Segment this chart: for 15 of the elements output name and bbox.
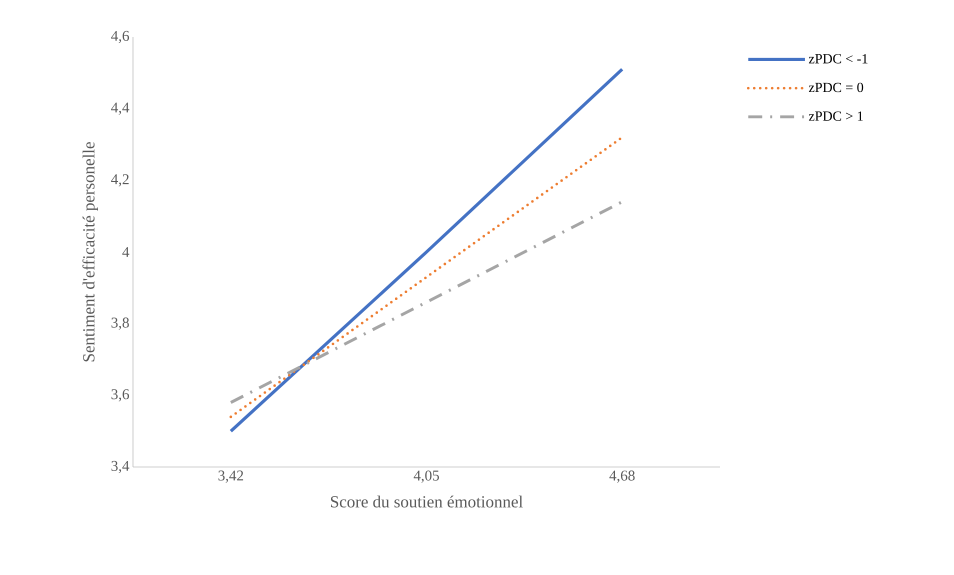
x-tick-label: 4,68 xyxy=(609,470,635,483)
y-tick-label: 4,4 xyxy=(111,102,130,115)
y-tick-label: 4,6 xyxy=(111,30,130,44)
y-axis-title: Sentiment d'efficacité personelle xyxy=(82,142,98,362)
y-tick-label: 3,8 xyxy=(112,318,129,330)
y-tick-label: 4 xyxy=(122,247,130,257)
legend-label: zPDC = 0 xyxy=(808,82,864,92)
x-tick-label: 3,42 xyxy=(218,470,244,483)
y-tick-label: 3,4 xyxy=(112,460,130,474)
x-tick-label: 4,05 xyxy=(414,470,439,483)
x-axis-title: Score du soutien émotionnel xyxy=(330,496,523,508)
legend-label: zPDC > 1 xyxy=(808,111,863,121)
y-tick-label: 4,2 xyxy=(111,174,129,186)
y-tick-label: 3,6 xyxy=(112,389,130,402)
legend-label: zPDC < -1 xyxy=(808,54,868,64)
